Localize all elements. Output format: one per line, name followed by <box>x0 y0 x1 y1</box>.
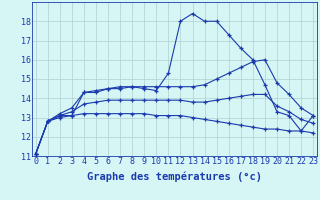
X-axis label: Graphe des températures (°c): Graphe des températures (°c) <box>87 172 262 182</box>
